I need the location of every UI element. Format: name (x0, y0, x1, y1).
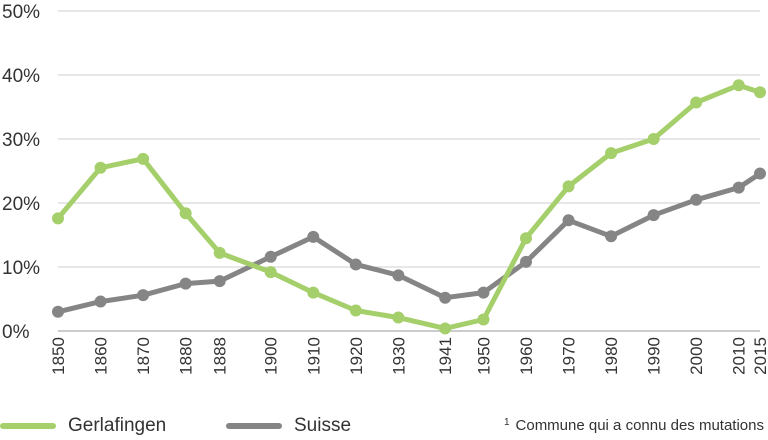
x-tick-label: 1850 (49, 337, 68, 375)
data-point-suisse (562, 214, 575, 227)
data-point-suisse (137, 289, 150, 302)
x-tick-label: 1990 (645, 337, 664, 375)
x-tick-label: 1910 (304, 337, 323, 375)
data-point-gerlafingen (307, 286, 320, 299)
data-point-suisse (754, 167, 766, 180)
y-tick-label: 0% (2, 322, 30, 343)
x-tick-label: 1930 (389, 337, 408, 375)
x-axis-tick-labels: 1850 1860 1870 1880 1888 1900 1910 1920 1930 1941… (49, 337, 768, 375)
data-point-suisse (179, 277, 192, 290)
x-tick-label: 1888 (211, 337, 230, 375)
data-point-gerlafingen (754, 86, 766, 99)
data-point-suisse (213, 275, 226, 288)
data-point-suisse (647, 209, 660, 222)
legend-item-gerlafingen: Gerlafingen (0, 412, 166, 440)
y-tick-label: 10% (2, 258, 40, 279)
x-tick-label: 1960 (517, 337, 536, 375)
data-point-suisse (732, 181, 745, 194)
x-tick-label: 1941 (436, 337, 455, 375)
data-point-gerlafingen (477, 313, 490, 326)
data-point-suisse (307, 230, 320, 243)
data-point-suisse (52, 305, 64, 318)
x-tick-label: 2000 (687, 337, 706, 375)
data-point-gerlafingen (562, 180, 575, 193)
x-tick-label: 1970 (560, 337, 579, 375)
legend-label-suisse: Suisse (294, 415, 352, 436)
x-tick-label: 1900 (262, 337, 281, 375)
data-point-suisse (439, 291, 452, 304)
x-tick-label: 1950 (474, 337, 493, 375)
legend-label-gerlafingen: Gerlafingen (68, 415, 167, 436)
x-tick-label: 1980 (602, 337, 621, 375)
line-chart: 0% 10% 20% 30% 40% 50% 1850 1860 1870 1880 1888 19… (2, 2, 768, 375)
series-points (52, 79, 766, 335)
data-point-gerlafingen (213, 246, 226, 259)
data-point-suisse (392, 269, 405, 282)
data-point-gerlafingen (690, 96, 703, 109)
x-tick-label: 1870 (134, 337, 153, 375)
data-point-gerlafingen (605, 147, 618, 160)
data-point-gerlafingen (52, 212, 64, 225)
footnote: 1 Commune qui a connu des mutations (504, 417, 764, 434)
data-point-suisse (349, 258, 362, 271)
data-point-suisse (477, 286, 490, 299)
data-point-gerlafingen (647, 133, 660, 145)
y-axis-tick-labels: 0% 10% 20% 30% 40% 50% (2, 2, 40, 343)
x-tick-label: 2015 (751, 337, 768, 375)
x-tick-label: 1920 (347, 337, 366, 375)
data-point-suisse (94, 295, 107, 308)
data-point-suisse (690, 193, 703, 206)
y-tick-label: 20% (2, 194, 40, 215)
series-line-suisse (55, 171, 763, 315)
legend-item-suisse: Suisse (226, 412, 351, 440)
footnote-marker: 1 (503, 417, 510, 428)
data-point-suisse (605, 230, 618, 243)
legend-swatch-gerlafingen (0, 423, 56, 429)
y-tick-label: 30% (2, 130, 40, 151)
data-point-suisse (264, 250, 277, 263)
data-point-gerlafingen (439, 322, 452, 335)
x-tick-label: 1880 (177, 337, 196, 375)
data-point-gerlafingen (137, 152, 150, 165)
data-point-suisse (520, 255, 532, 268)
series-line-gerlafingen (55, 82, 763, 331)
legend: Gerlafingen Suisse 1 Commune qui a connu … (0, 412, 768, 440)
y-tick-label: 40% (2, 66, 40, 87)
data-point-gerlafingen (179, 207, 192, 220)
y-tick-label: 50% (2, 2, 40, 23)
data-point-gerlafingen (349, 304, 362, 317)
data-point-gerlafingen (264, 266, 277, 279)
data-point-gerlafingen (94, 161, 107, 174)
series-lines (55, 82, 763, 331)
data-point-gerlafingen (732, 79, 745, 92)
footnote-text: Commune qui a connu des mutations (515, 417, 764, 434)
data-point-gerlafingen (392, 311, 405, 324)
legend-swatch-suisse (226, 423, 282, 429)
x-tick-label: 1860 (92, 337, 111, 375)
data-point-gerlafingen (520, 232, 532, 245)
x-tick-label: 2010 (730, 337, 749, 375)
